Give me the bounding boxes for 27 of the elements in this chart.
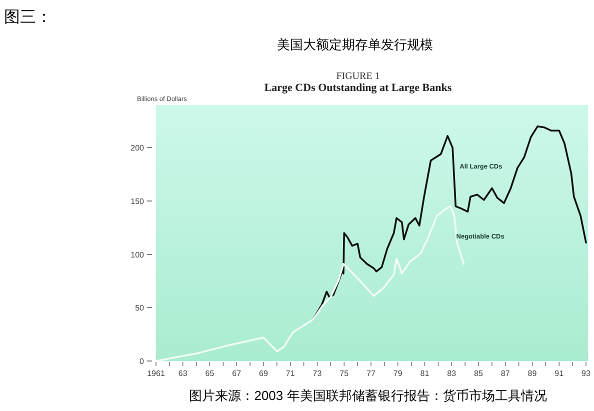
x-tick-label: 63 bbox=[178, 369, 188, 378]
x-tick-label: 69 bbox=[259, 369, 268, 378]
x-tick-label: 89 bbox=[528, 369, 538, 378]
x-tick-label: 71 bbox=[286, 369, 296, 378]
x-tick-label: 93 bbox=[582, 369, 591, 378]
y-tick-label: 0 bbox=[140, 357, 145, 366]
x-tick-label: 85 bbox=[474, 369, 484, 378]
x-tick-label: 1961 bbox=[147, 369, 166, 378]
x-tick-label: 75 bbox=[340, 369, 350, 378]
text: Large CDs Outstanding at Large Banks bbox=[264, 82, 452, 94]
text: 图片来源：2003 年美国联邦储蓄银行报告：货币市场工具情况 bbox=[189, 388, 547, 403]
x-tick-label: 91 bbox=[554, 369, 564, 378]
y-tick-label: 100 bbox=[130, 250, 145, 260]
x-tick-label: 73 bbox=[312, 369, 322, 378]
x-tick-label: 67 bbox=[232, 369, 242, 378]
x-tick-label: 77 bbox=[366, 369, 376, 378]
x-tick-label: 87 bbox=[500, 369, 510, 378]
y-tick-label: 150 bbox=[130, 197, 145, 206]
y-tick-label: 50 bbox=[135, 304, 145, 313]
x-tick-label: 79 bbox=[393, 369, 403, 378]
x-tick-label: 81 bbox=[420, 369, 430, 378]
caption: FIGURE 1 bbox=[336, 71, 380, 82]
x-tick-label: 83 bbox=[447, 369, 457, 378]
text: 图三： bbox=[4, 9, 52, 26]
chart-title: 美国大额定期存单发行规模 bbox=[277, 37, 433, 52]
y-tick-label: 200 bbox=[130, 144, 145, 153]
x-tick-label: 65 bbox=[205, 369, 215, 378]
